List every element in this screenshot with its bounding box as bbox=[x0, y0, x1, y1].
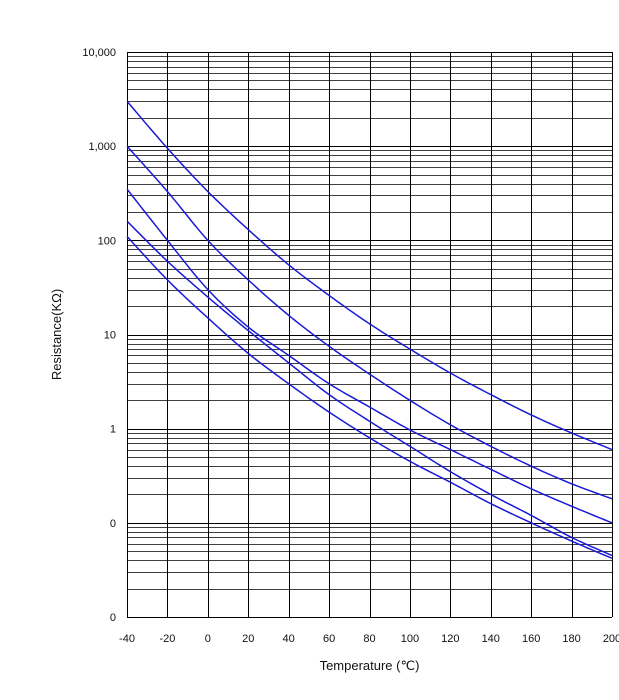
x-axis-title: Temperature (℃) bbox=[320, 658, 420, 673]
y-tick-label: 1 bbox=[110, 424, 116, 436]
series-line-5 bbox=[126, 235, 613, 560]
x-tick-label: -20 bbox=[159, 633, 175, 645]
x-axis-tick-labels: -40 -20 0 20 40 60 80 100 120 140 160 180 200 bbox=[119, 633, 619, 645]
y-tick-label: 100 bbox=[98, 235, 116, 247]
series-line-4 bbox=[126, 220, 613, 557]
y-tick-label: 0 bbox=[110, 518, 116, 530]
x-tick-label: 60 bbox=[323, 633, 335, 645]
x-tick-label: 80 bbox=[363, 633, 375, 645]
y-tick-label: 10,000 bbox=[82, 47, 116, 59]
series-lines bbox=[126, 100, 613, 560]
y-axis-title: Resistance(KΩ) bbox=[49, 289, 64, 380]
y-axis-tick-labels: 0 0 1 10 100 1,000 10,000 bbox=[82, 47, 116, 624]
y-tick-label: 0 bbox=[110, 612, 116, 624]
x-tick-label: 120 bbox=[441, 633, 459, 645]
x-tick-label: 40 bbox=[283, 633, 295, 645]
x-tick-label: 20 bbox=[242, 633, 254, 645]
series-line-2 bbox=[126, 145, 613, 500]
series-line-3 bbox=[126, 188, 613, 524]
major-grid bbox=[127, 52, 613, 618]
y-tick-label: 10 bbox=[104, 330, 116, 342]
x-tick-label: 140 bbox=[482, 633, 500, 645]
x-tick-label: 100 bbox=[401, 633, 419, 645]
x-tick-label: 160 bbox=[522, 633, 540, 645]
x-tick-label: -40 bbox=[119, 633, 135, 645]
series-line-1 bbox=[126, 100, 613, 451]
y-tick-label: 1,000 bbox=[88, 141, 116, 153]
x-tick-label: 180 bbox=[562, 633, 580, 645]
x-tick-label: 200 bbox=[603, 633, 619, 645]
x-tick-label: 0 bbox=[205, 633, 211, 645]
